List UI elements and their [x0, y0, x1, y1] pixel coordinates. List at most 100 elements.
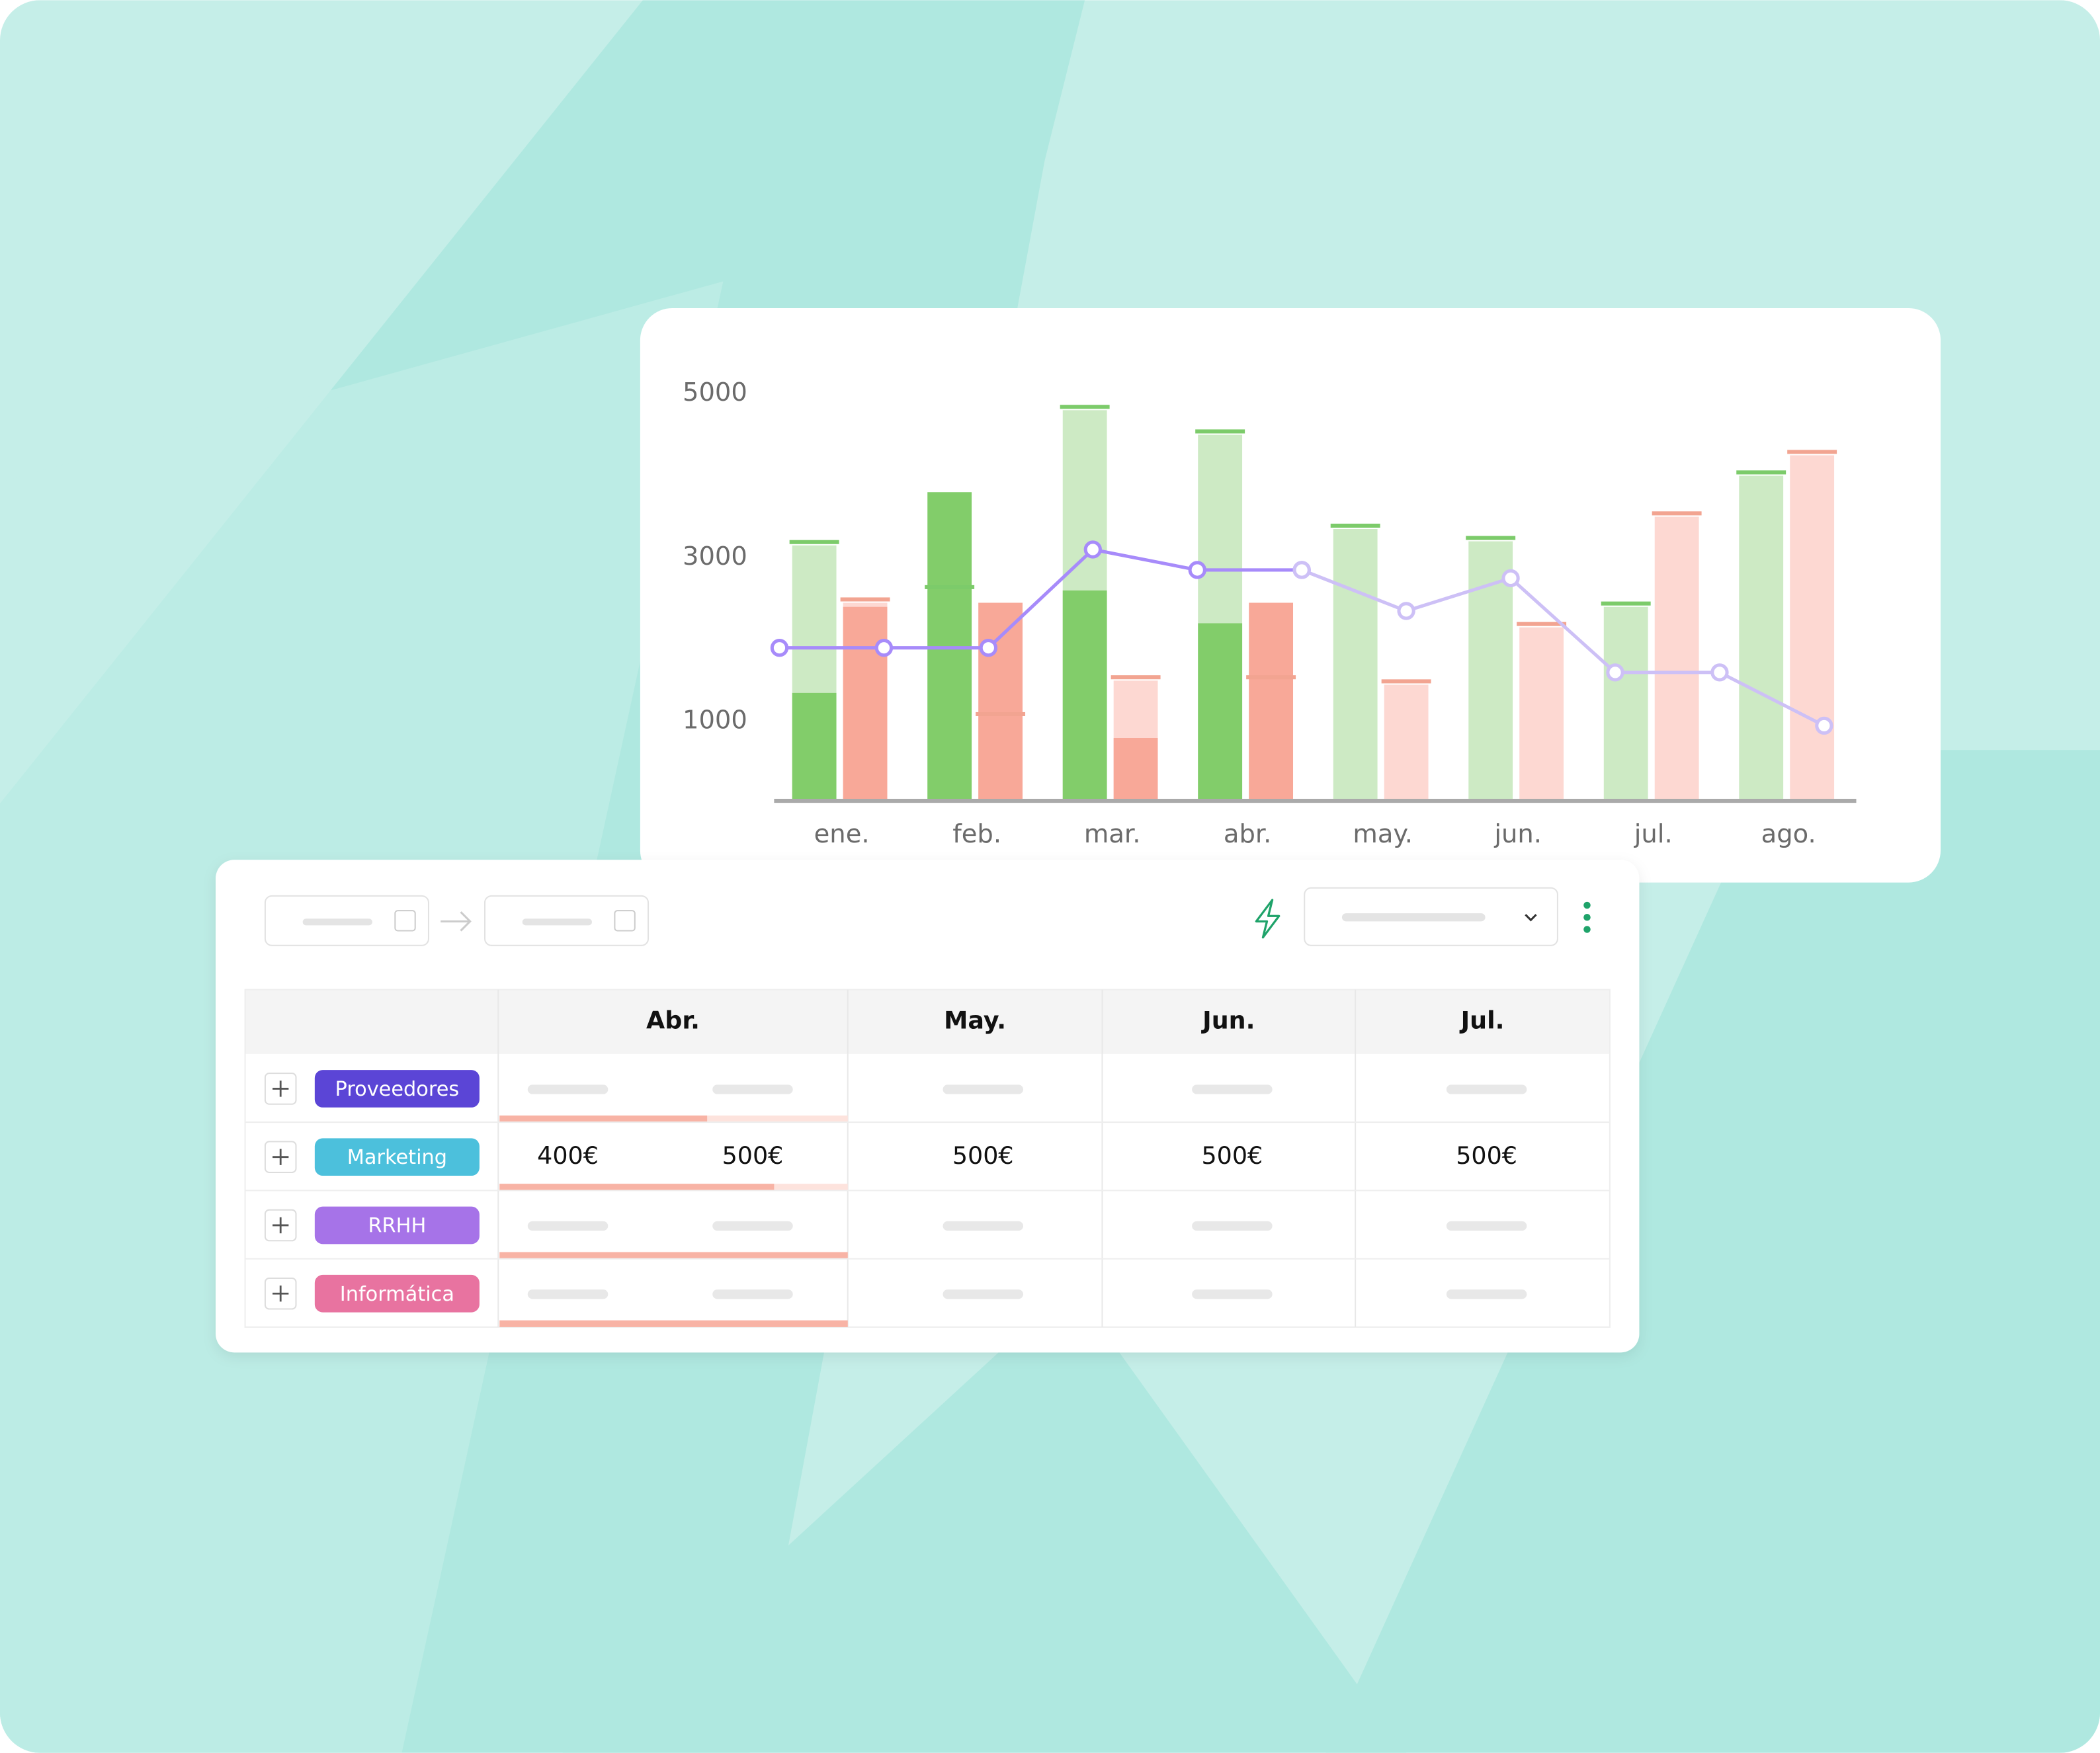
- x-tick-label: may.: [1353, 819, 1413, 849]
- forecast-marker: [1787, 450, 1837, 454]
- x-tick-label: feb.: [952, 819, 1001, 849]
- actual-bar: [1062, 590, 1107, 801]
- category-label: Proveedores: [335, 1078, 460, 1101]
- line: [1301, 568, 1826, 727]
- line-point: [1710, 663, 1729, 682]
- placeholder: [943, 1221, 1024, 1231]
- progress-fill: [499, 1252, 848, 1259]
- forecast-marker: [1111, 675, 1161, 680]
- forecast-marker: [925, 585, 975, 589]
- table-header: [245, 989, 1610, 1054]
- forecast-marker: [1195, 429, 1245, 434]
- plus-icon: [273, 1080, 289, 1097]
- forecast-marker: [1736, 470, 1786, 475]
- placeholder: [1446, 1289, 1527, 1299]
- forecast-marker: [840, 597, 890, 602]
- forecast-bar: [1519, 627, 1564, 801]
- category-pill: [314, 1138, 480, 1176]
- column-header: Jun.: [1200, 1006, 1255, 1035]
- x-tick-label: jul.: [1634, 819, 1673, 849]
- lightning-button[interactable]: [1255, 899, 1281, 939]
- forecast-marker: [1381, 679, 1431, 684]
- y-tick-label: 5000: [683, 378, 747, 407]
- category-pill: [314, 1274, 480, 1313]
- forecast-bar: [1654, 516, 1699, 801]
- category-pill: [314, 1206, 480, 1244]
- placeholder: [527, 1289, 609, 1299]
- forecast-marker: [976, 712, 1026, 717]
- line-point: [770, 639, 789, 657]
- chevron: [1525, 914, 1537, 922]
- forecast-marker: [1330, 523, 1380, 528]
- toolbar: [264, 887, 1591, 946]
- placeholder: [712, 1084, 793, 1094]
- cell-value: 500€: [952, 1141, 1014, 1170]
- table: Abr. May. Jun. Jul. Proveedores Marketing 400€…: [244, 989, 1611, 1328]
- progress-fill: [499, 1115, 708, 1123]
- forecast-bar: [1333, 529, 1378, 801]
- column-header: Abr.: [646, 1006, 700, 1035]
- placeholder: [712, 1221, 793, 1231]
- placeholder: [1192, 1289, 1273, 1299]
- forecast-marker: [1652, 511, 1702, 516]
- line-point: [874, 639, 894, 657]
- line-point: [1815, 716, 1833, 735]
- cell-value: 500€: [722, 1141, 784, 1170]
- placeholder: [302, 918, 372, 926]
- plus-icon: [273, 1149, 289, 1165]
- placeholder: [1192, 1221, 1273, 1231]
- cell-value: 500€: [1456, 1141, 1517, 1170]
- actual-bar: [1249, 602, 1294, 801]
- placeholder: [1192, 1084, 1273, 1094]
- forecast-marker: [1517, 622, 1567, 626]
- column-header: Jul.: [1459, 1006, 1505, 1035]
- x-tick-label: ene.: [814, 819, 870, 849]
- y-tick-label: 3000: [683, 542, 747, 571]
- cell-value: 500€: [1202, 1141, 1263, 1170]
- placeholder: [527, 1221, 609, 1231]
- chart: 1000 3000 5000 ene. feb. mar. abr. may. jun. jul.…: [683, 378, 1857, 849]
- menu-button[interactable]: [1583, 901, 1591, 933]
- x-tick-label: ago.: [1761, 819, 1816, 849]
- category-label: RRHH: [368, 1215, 426, 1238]
- x-tick-label: mar.: [1084, 819, 1141, 849]
- plus-icon: [273, 1285, 289, 1302]
- cell-value: 400€: [537, 1141, 599, 1170]
- forecast-marker: [1601, 601, 1651, 606]
- calendar-icon: [614, 910, 636, 932]
- actual-bar: [792, 692, 837, 801]
- progress-fill: [499, 1320, 848, 1327]
- actual-bar: [1198, 623, 1243, 801]
- category-pill: [314, 1070, 480, 1108]
- forecast-marker: [1060, 405, 1110, 409]
- actual-bar: [843, 606, 888, 801]
- x-tick-label: jun.: [1493, 819, 1542, 849]
- arrow-icon: [441, 911, 472, 932]
- forecast-marker: [1246, 675, 1296, 680]
- progress-fill: [499, 1184, 775, 1191]
- line-point: [1292, 561, 1311, 579]
- line-point: [1606, 663, 1624, 682]
- forecast-bar: [1739, 475, 1784, 801]
- placeholder: [1341, 913, 1486, 922]
- line-point: [1188, 561, 1206, 579]
- forecast-marker: [1466, 536, 1516, 540]
- table-border: [244, 989, 1611, 1328]
- placeholder: [943, 1289, 1024, 1299]
- plus-icon: [273, 1217, 289, 1234]
- x-tick-label: abr.: [1224, 819, 1272, 849]
- actual-bar: [1113, 738, 1158, 801]
- forecast-bar: [1603, 606, 1648, 801]
- forecast-bar: [1384, 684, 1429, 801]
- placeholder: [1446, 1221, 1527, 1231]
- y-tick-label: 1000: [683, 706, 747, 735]
- line-point: [979, 639, 998, 657]
- placeholder: [527, 1084, 609, 1094]
- line-point: [1083, 540, 1102, 559]
- column-header: May.: [944, 1006, 1006, 1035]
- placeholder: [712, 1289, 793, 1299]
- line-point: [1397, 602, 1415, 620]
- category-label: Informática: [340, 1283, 454, 1306]
- forecast-bar: [1790, 455, 1835, 801]
